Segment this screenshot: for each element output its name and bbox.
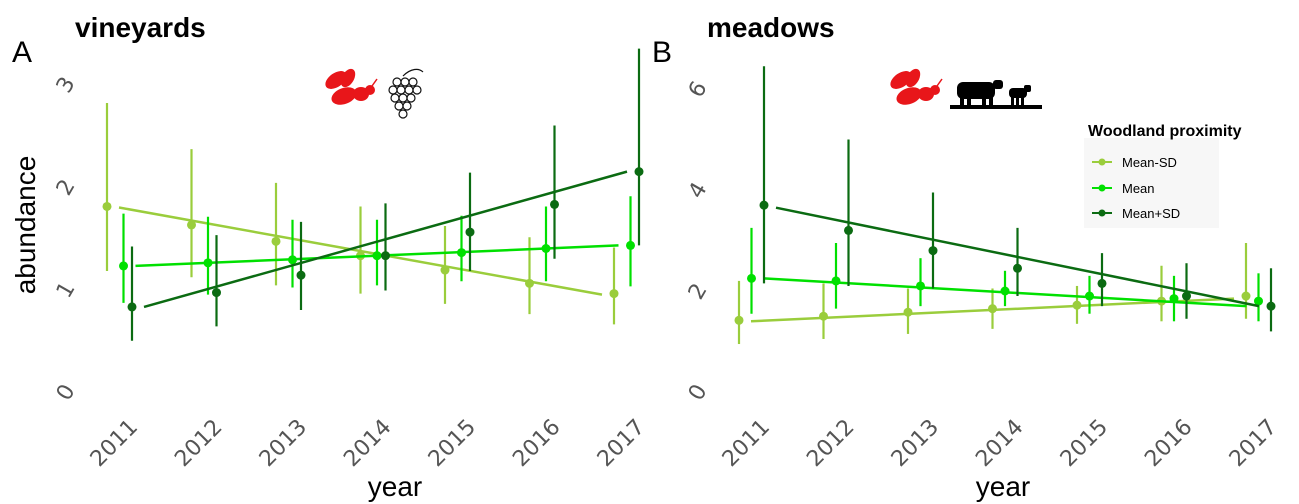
panel-a-data-point-mean-minus-sd [440,265,450,275]
panel-b-x-tick-label: 2016 [1140,415,1197,472]
legend-item-mean: Mean [1092,181,1155,196]
panel-b-y-tick-label: 0 [684,380,713,405]
panel-b-data-point-mean-plus-sd [759,200,769,210]
panel-b-x-tick-label: 2013 [887,415,944,472]
panel-a-x-tick-label: 2016 [508,415,565,472]
panel-b-data-point-mean-plus-sd [1182,291,1191,301]
panel-b-data-point-mean-plus-sd [1266,301,1276,311]
panel-b-data-point-mean-plus-sd [1097,278,1107,288]
panel-a-data-point-mean [372,251,382,261]
panel-a-data-point-mean [626,240,635,250]
panel-a-data-point-mean [203,258,213,268]
panel-a-y-axis-title: abundance [10,156,41,295]
panel-a-data-point-mean-plus-sd [634,167,644,177]
panel-a-data-point-mean-plus-sd [381,251,390,261]
bee-icon [890,68,943,105]
panel-b-data-point-mean-minus-sd [734,315,744,325]
panel-b-data-point-mean-minus-sd [1241,291,1251,301]
panel-b-data-point-mean-minus-sd [903,307,913,317]
panel-a-data-point-mean [119,261,128,271]
grape-vine-icon [388,68,424,119]
panel-b-data-point-mean [1254,296,1263,306]
panel-b-data-point-mean [1169,294,1179,304]
panel-b-data-point-mean-minus-sd [819,311,828,321]
legend-item-mean-minus-sd: Mean-SD [1092,155,1177,170]
panel-b-letter: B [652,36,672,69]
panel-a-x-tick-label: 2017 [593,415,650,472]
panel-a-letter: A [12,36,32,69]
legend-label: Mean+SD [1122,206,1180,221]
panel-a-data-point-mean-minus-sd [525,278,534,288]
legend-label: Mean [1122,181,1155,196]
panel-a-data-point-mean [457,248,466,258]
cattle-icon [950,80,1042,109]
panel-a-title: vineyards [75,12,206,43]
panel-b-data-point-mean-plus-sd [1013,263,1022,273]
legend: Woodland proximity Mean-SD Mean Mean+SD [1084,123,1242,228]
panel-a-x-tick-label: 2015 [424,415,481,472]
panel-b-x-tick-label: 2014 [971,415,1028,472]
panel-a-x-tick-label: 2012 [170,415,227,472]
chart-marks: 0 1 2 3 2011 2012 2013 2014 2015 2016 2017 0 2 4 6 2011… [52,48,1282,472]
panel-b-x-tick-label: 2017 [1225,415,1282,472]
panel-a-data-point-mean-minus-sd [609,289,619,299]
panel-a-x-tick-label: 2013 [255,415,312,472]
panel-b-data-point-mean-minus-sd [1072,300,1082,310]
panel-b-x-tick-label: 2011 [718,415,775,472]
panel-a-y-tick-label: 3 [52,73,81,98]
panel-a-x-tick-label: 2011 [86,415,143,472]
panel-b-y-tick-label: 2 [684,279,713,304]
panel-b-y-tick-label: 6 [684,77,713,102]
panel-b-data-point-mean [1085,291,1094,301]
panel-b-data-point-mean [1000,286,1010,296]
panel-a-data-point-mean-plus-sd [127,302,137,312]
panel-b-data-point-mean [916,281,925,291]
legend-title: Woodland proximity [1088,123,1242,140]
panel-b-data-point-mean [747,273,756,283]
panel-a-x-tick-label: 2014 [339,415,396,472]
panel-b-data-point-mean [831,276,841,286]
panel-b-data-point-mean-plus-sd [928,246,938,256]
panel-a-data-point-mean-minus-sd [102,201,112,211]
panel-a-data-point-mean [541,244,551,253]
panel-a-data-point-mean-minus-sd [187,220,196,230]
panel-a-data-point-mean-plus-sd [550,199,559,209]
panel-b-y-tick-label: 4 [684,178,713,203]
panel-a-data-point-mean-plus-sd [465,227,475,237]
panel-a-data-point-mean [288,255,297,265]
panel-a-data-point-mean-plus-sd [212,288,221,298]
panel-b-data-point-mean-minus-sd [988,304,997,314]
bee-icon [325,68,378,105]
panel-a-y-tick-label: 2 [52,175,81,200]
panel-a-y-tick-label: 1 [52,278,81,303]
panel-b-x-tick-label: 2012 [802,415,859,472]
panel-a-data-point-mean-plus-sd [296,270,306,280]
panel-b-data-point-mean-plus-sd [844,225,853,235]
panel-b-x-tick-label: 2015 [1056,415,1113,472]
legend-item-mean-plus-sd: Mean+SD [1092,206,1180,221]
panel-b-x-axis-title: year [976,471,1030,502]
panel-a-x-axis-title: year [368,471,422,502]
panel-a-y-tick-label: 0 [52,380,81,405]
legend-label: Mean-SD [1122,155,1177,170]
panel-a-data-point-mean-minus-sd [271,236,281,246]
panel-b-title: meadows [707,12,835,43]
